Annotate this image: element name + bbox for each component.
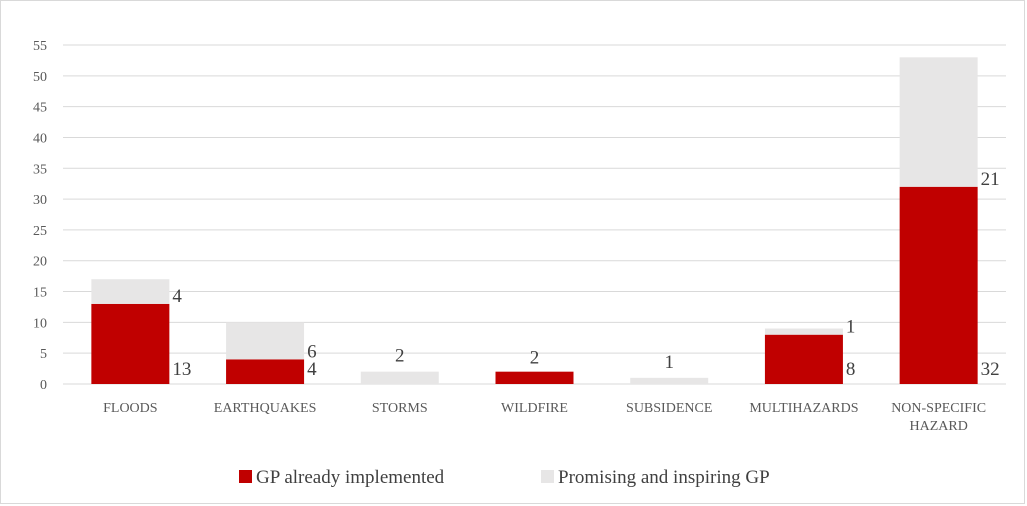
bar-promising xyxy=(360,371,439,384)
category-label: NON-SPECIFIC xyxy=(891,401,986,416)
data-label: 6 xyxy=(307,341,317,362)
category-label: MULTIHAZARDS xyxy=(749,401,858,416)
data-label: 1 xyxy=(846,317,856,338)
data-label: 2 xyxy=(530,348,540,369)
y-tick-label: 25 xyxy=(33,224,47,239)
category-label: WILDFIRE xyxy=(501,401,568,416)
bar-implemented xyxy=(91,303,170,384)
bar-promising xyxy=(630,377,709,384)
category-label: STORMS xyxy=(372,401,428,416)
legend-label: Promising and inspiring GP xyxy=(558,467,770,488)
bar-implemented xyxy=(899,186,978,384)
data-label: 13 xyxy=(172,359,191,380)
bar-implemented xyxy=(495,371,574,384)
category-label: HAZARD xyxy=(909,419,967,434)
data-label: 4 xyxy=(307,359,317,380)
data-label: 8 xyxy=(846,359,856,380)
y-tick-label: 20 xyxy=(33,255,47,270)
legend: GP already implemented Promising and insp… xyxy=(239,467,770,488)
y-tick-label: 10 xyxy=(33,316,47,331)
y-tick-label: 0 xyxy=(40,378,47,393)
bar-implemented xyxy=(764,334,843,384)
data-label: 1 xyxy=(664,352,674,373)
data-label: 21 xyxy=(981,169,1000,190)
y-axis-ticks: 0 5 10 15 20 25 30 35 40 45 50 55 xyxy=(33,39,47,393)
category-label: SUBSIDENCE xyxy=(626,401,712,416)
y-tick-label: 55 xyxy=(33,39,47,54)
gridlines xyxy=(63,44,1006,385)
bar-implemented xyxy=(226,359,305,384)
x-axis-categories: FLOODS EARTHQUAKES STORMS WILDFIRE SUBSIDENC… xyxy=(103,401,986,434)
bar-promising xyxy=(764,328,843,335)
data-label: 4 xyxy=(172,286,182,307)
bar-promising xyxy=(226,322,305,360)
bar-promising xyxy=(91,279,170,304)
y-tick-label: 45 xyxy=(33,101,47,116)
data-label: 2 xyxy=(395,346,405,367)
bars xyxy=(91,57,978,384)
legend-swatch xyxy=(239,470,252,483)
category-label: EARTHQUAKES xyxy=(214,401,317,416)
bar-promising xyxy=(899,57,978,187)
y-tick-label: 5 xyxy=(40,347,47,362)
category-label: FLOODS xyxy=(103,401,157,416)
legend-label: GP already implemented xyxy=(256,467,445,488)
y-tick-label: 50 xyxy=(33,70,47,85)
y-tick-label: 35 xyxy=(33,162,47,177)
legend-swatch xyxy=(541,470,554,483)
data-label: 32 xyxy=(981,359,1000,380)
y-tick-label: 40 xyxy=(33,131,47,146)
y-tick-label: 15 xyxy=(33,286,47,301)
y-tick-label: 30 xyxy=(33,193,47,208)
